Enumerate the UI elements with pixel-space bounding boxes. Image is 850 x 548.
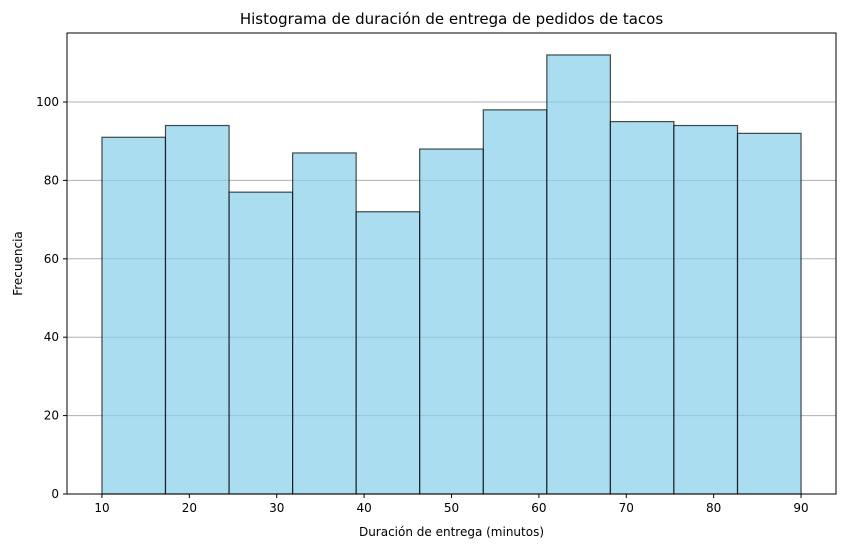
x-axis-ticks: 10 20 30 40 50 60 70 80 90 (94, 494, 809, 515)
histogram-bar-8 (609, 120, 675, 495)
histogram-bar-2 (228, 191, 294, 495)
y-axis-label: Frecuencia (11, 231, 25, 296)
histogram-bar-9 (673, 124, 739, 495)
x-tick-label-8: 90 (793, 501, 808, 515)
x-tick-label-1: 20 (182, 501, 197, 515)
histogram-bars (101, 54, 802, 495)
histogram-bar-3 (292, 152, 357, 495)
histogram-bar-4 (355, 211, 421, 495)
x-tick-label-4: 50 (444, 501, 459, 515)
histogram-bar-1 (164, 124, 230, 495)
y-tick-label-0: 0 (51, 487, 59, 501)
y-axis-ticks: 0 20 40 60 80 100 (36, 95, 67, 501)
y-tick-label-3: 60 (44, 252, 59, 266)
y-tick-label-4: 80 (44, 173, 59, 187)
x-tick-label-0: 10 (94, 501, 109, 515)
x-tick-label-3: 40 (356, 501, 371, 515)
histogram-bar-0 (101, 136, 167, 495)
histogram-bar-5 (419, 148, 484, 495)
histogram-bar-6 (482, 109, 548, 495)
x-tick-label-6: 70 (619, 501, 634, 515)
x-tick-label-2: 30 (269, 501, 284, 515)
histogram-bar-7 (546, 54, 611, 495)
y-tick-label-5: 100 (36, 95, 59, 109)
y-tick-label-1: 20 (44, 409, 59, 423)
chart-title: Histograma de duración de entrega de ped… (240, 10, 663, 28)
x-tick-label-5: 60 (531, 501, 546, 515)
histogram-bar-10 (736, 132, 802, 495)
y-tick-label-2: 40 (44, 330, 59, 344)
x-tick-label-7: 80 (706, 501, 721, 515)
x-axis-label: Duración de entrega (minutos) (359, 525, 544, 539)
